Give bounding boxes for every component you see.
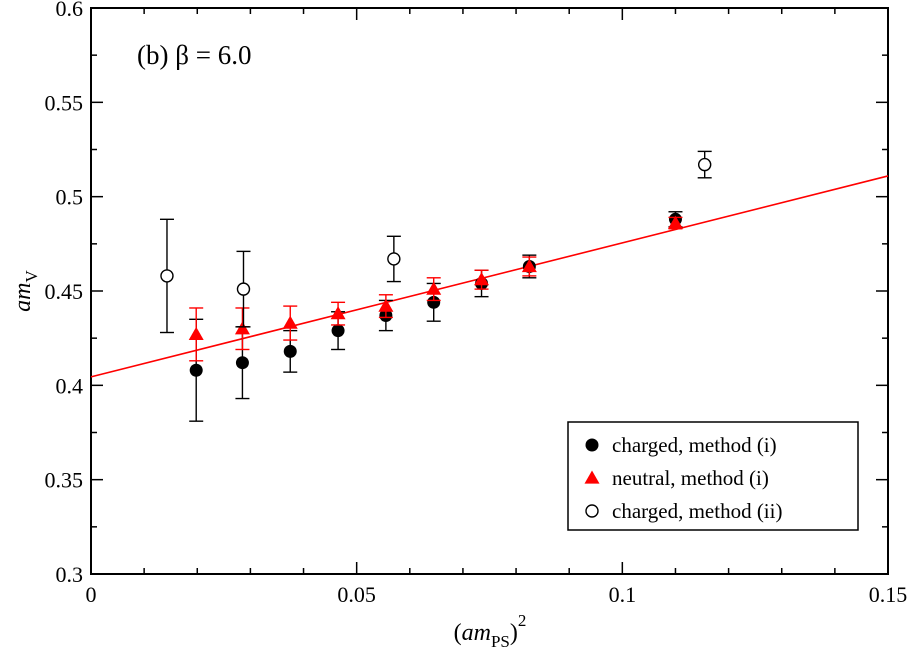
- chart-annotation: (b) β = 6.0: [137, 40, 251, 70]
- y-axis-title-sub: V: [22, 269, 41, 282]
- series-3: [159, 150, 712, 334]
- legend-marker: [584, 470, 600, 484]
- data-point: [283, 344, 297, 358]
- x-axis-paren-close: ): [510, 620, 518, 646]
- legend-label: charged, method (i): [612, 433, 777, 457]
- data-point: [427, 295, 441, 309]
- legend-box: [567, 421, 859, 531]
- axis-ticks: 0 0.05 0.1 0.15 0.3 0.35 0.4 0.45 0.5 0.55 0.6: [45, 0, 908, 607]
- legend: charged, method (i) neutral, method (i) ch…: [567, 421, 859, 531]
- data-point: [188, 326, 204, 341]
- y-tick-label: 0.45: [45, 279, 84, 304]
- data-point: [282, 315, 298, 329]
- x-axis-title: (amPS)2: [454, 611, 527, 649]
- data-point: [236, 282, 251, 296]
- y-tick-label: 0.35: [45, 468, 84, 493]
- y-axis-title: amV: [10, 269, 41, 311]
- y-tick-label: 0.3: [56, 562, 84, 587]
- data-point: [667, 215, 683, 229]
- legend-marker: [585, 438, 599, 452]
- legend-label: neutral, method (i): [612, 466, 769, 490]
- data-point: [387, 252, 401, 266]
- x-tick-label: 0.15: [869, 582, 908, 607]
- data-point: [474, 272, 490, 286]
- data-point: [189, 363, 203, 377]
- y-tick-label: 0.5: [56, 185, 84, 210]
- series-2: [188, 215, 683, 362]
- x-axis-title-sup: 2: [518, 611, 527, 630]
- x-axis-title-main: am: [462, 620, 491, 646]
- x-axis-title-sub: PS: [491, 632, 510, 649]
- series-1: [189, 211, 683, 422]
- data-point: [331, 324, 345, 338]
- y-tick-label: 0.55: [45, 90, 84, 115]
- y-tick-label: 0.4: [56, 373, 84, 398]
- data-point: [235, 356, 249, 370]
- series-layer: [159, 150, 712, 422]
- y-axis-title-main: am: [10, 282, 36, 311]
- data-point: [330, 306, 346, 320]
- data-point: [697, 157, 712, 172]
- fit-line: [90, 175, 889, 378]
- data-point: [234, 321, 250, 335]
- legend-label: charged, method (ii): [612, 499, 782, 523]
- x-tick-label: 0.05: [337, 582, 376, 607]
- data-point: [426, 281, 442, 295]
- data-point: [160, 269, 174, 283]
- y-tick-label: 0.6: [56, 0, 84, 21]
- x-tick-label: 0: [86, 582, 97, 607]
- x-axis-paren-open: (: [454, 620, 462, 646]
- data-point: [521, 258, 537, 273]
- x-tick-label: 0.1: [609, 582, 637, 607]
- legend-marker: [585, 504, 599, 518]
- data-point: [378, 298, 394, 312]
